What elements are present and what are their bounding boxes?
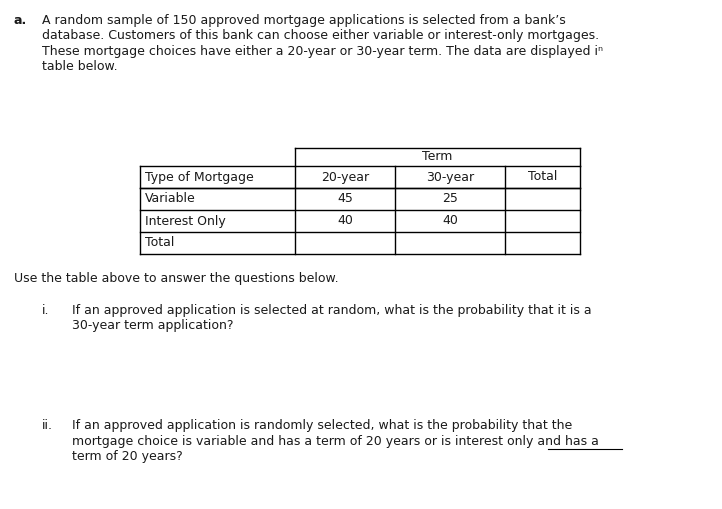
Text: Interest Only: Interest Only [145,214,226,228]
Text: i.: i. [42,304,50,317]
Text: If an approved application is randomly selected, what is the probability that th: If an approved application is randomly s… [72,419,573,432]
Text: Variable: Variable [145,192,196,206]
Text: 40: 40 [442,214,458,228]
Text: a.: a. [14,14,27,27]
Text: Type of Mortgage: Type of Mortgage [145,171,253,184]
Text: Total: Total [145,237,175,249]
Text: Total: Total [528,171,557,184]
Text: 45: 45 [337,192,353,206]
Text: Use the table above to answer the questions below.: Use the table above to answer the questi… [14,272,339,285]
Text: 25: 25 [442,192,458,206]
Text: If an approved application is selected at random, what is the probability that i: If an approved application is selected a… [72,304,591,317]
Text: 20-year: 20-year [321,171,369,184]
Text: database. Customers of this bank can choose either variable or interest-only mor: database. Customers of this bank can cho… [42,30,599,42]
Text: term of 20 years?: term of 20 years? [72,450,183,463]
Text: mortgage choice is variable and has a term of 20 years or is interest only and h: mortgage choice is variable and has a te… [72,435,599,447]
Text: Term: Term [422,151,453,163]
Text: These mortgage choices have either a 20-year or 30-year term. The data are displ: These mortgage choices have either a 20-… [42,45,603,58]
Text: ii.: ii. [42,419,53,432]
Text: 30-year: 30-year [426,171,474,184]
Text: A random sample of 150 approved mortgage applications is selected from a bank’s: A random sample of 150 approved mortgage… [42,14,566,27]
Text: table below.: table below. [42,61,118,73]
Text: 40: 40 [337,214,353,228]
Text: 30-year term application?: 30-year term application? [72,320,233,332]
